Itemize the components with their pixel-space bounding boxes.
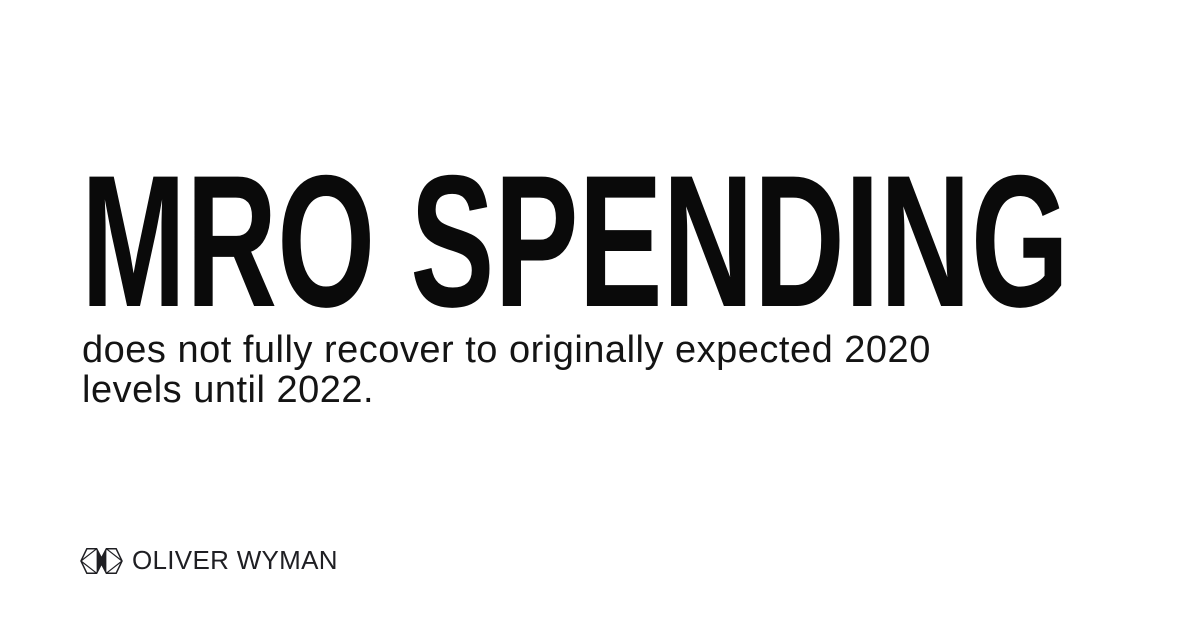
subtitle-line-2: levels until 2022. bbox=[82, 369, 375, 411]
oliver-wyman-double-hexagon-icon bbox=[80, 547, 123, 574]
subtitle: does not fully recover to originally exp… bbox=[82, 330, 931, 410]
headline-text: MRO SPENDING bbox=[81, 136, 1069, 346]
subtitle-line-1: does not fully recover to originally exp… bbox=[82, 329, 931, 371]
headline: MRO SPENDING bbox=[81, 136, 1069, 346]
brand-footer: OLIVER WYMAN bbox=[80, 545, 338, 576]
brand-wordmark: OLIVER WYMAN bbox=[132, 545, 338, 575]
